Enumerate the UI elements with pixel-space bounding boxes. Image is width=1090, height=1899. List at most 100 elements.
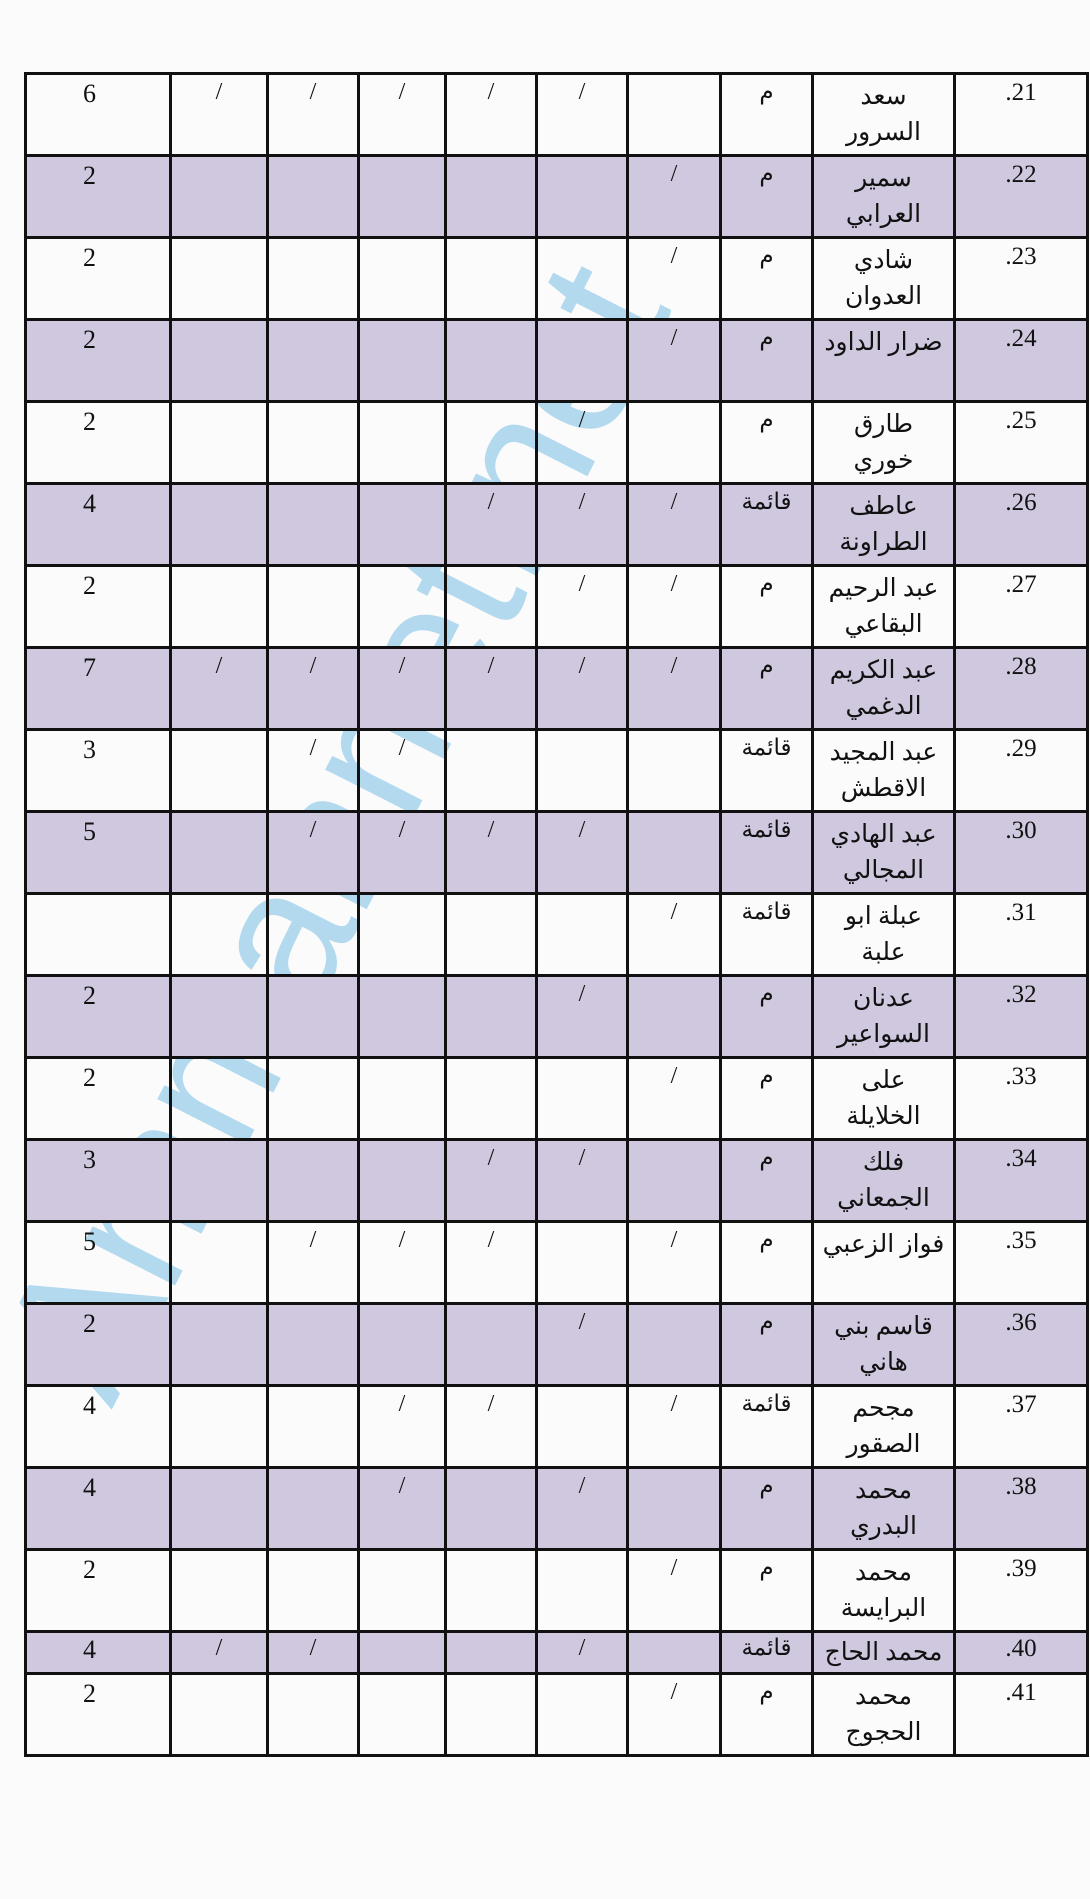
- member-type: م: [719, 1548, 814, 1633]
- check-mark: [357, 564, 447, 649]
- check-mark: /: [535, 72, 629, 157]
- member-name: سعد السرور: [811, 72, 956, 157]
- check-mark: /: [535, 1138, 629, 1223]
- table-row: 26. عاطف الطراونة قائمة / //4: [24, 482, 1089, 567]
- check-mark: [535, 318, 629, 403]
- check-mark: [444, 1466, 538, 1551]
- check-mark: [535, 236, 629, 321]
- member-type: م: [719, 318, 814, 403]
- member-type: م: [719, 1672, 814, 1757]
- check-mark: [535, 1056, 629, 1141]
- table-row: 27. عبد الرحيم البقاعي م //2: [24, 564, 1089, 649]
- check-mark: [535, 1384, 629, 1469]
- check-mark: [266, 1056, 360, 1141]
- check-mark: /: [266, 1220, 360, 1305]
- row-total: 2: [24, 1672, 172, 1757]
- row-number: 37.: [953, 1384, 1089, 1469]
- row-number: 25.: [953, 400, 1089, 485]
- check-mark: [169, 400, 269, 485]
- check-mark: /: [626, 646, 722, 731]
- member-name: مجحم الصقور: [811, 1384, 956, 1469]
- member-type: م: [719, 646, 814, 731]
- check-mark: /: [266, 1630, 360, 1675]
- check-mark: [626, 400, 722, 485]
- check-mark: [266, 1672, 360, 1757]
- check-mark: /: [357, 1384, 447, 1469]
- check-mark: [626, 974, 722, 1059]
- row-number: 26.: [953, 482, 1089, 567]
- row-total: 5: [24, 1220, 172, 1305]
- check-mark: /: [266, 72, 360, 157]
- row-number: 33.: [953, 1056, 1089, 1141]
- check-mark: /: [626, 1672, 722, 1757]
- check-mark: /: [444, 482, 538, 567]
- row-number: 29.: [953, 728, 1089, 813]
- table-row: 37. مجحم الصقور قائمة / //4: [24, 1384, 1089, 1469]
- row-total: 2: [24, 1302, 172, 1387]
- table-row: 30. عبد الهادي المجالي قائمة / / //5: [24, 810, 1089, 895]
- check-mark: [444, 728, 538, 813]
- row-total: 3: [24, 1138, 172, 1223]
- row-total: 2: [24, 564, 172, 649]
- member-name: عبد الكريم الدغمي: [811, 646, 956, 731]
- member-type: قائمة: [719, 892, 814, 977]
- row-total: 5: [24, 810, 172, 895]
- check-mark: /: [626, 154, 722, 239]
- check-mark: [266, 892, 360, 977]
- check-mark: [444, 154, 538, 239]
- check-mark: /: [444, 1138, 538, 1223]
- row-total: 2: [24, 318, 172, 403]
- check-mark: [357, 1302, 447, 1387]
- member-type: قائمة: [719, 810, 814, 895]
- member-type: م: [719, 1138, 814, 1223]
- member-name: قاسم بني هاني: [811, 1302, 956, 1387]
- check-mark: /: [626, 318, 722, 403]
- check-mark: [169, 1056, 269, 1141]
- check-mark: [169, 810, 269, 895]
- member-type: قائمة: [719, 1384, 814, 1469]
- check-mark: [169, 154, 269, 239]
- table-row: 28. عبد الكريم الدغمي م / / / / //7: [24, 646, 1089, 731]
- check-mark: [266, 400, 360, 485]
- member-name: عبد المجيد الاقطش: [811, 728, 956, 813]
- check-mark: /: [169, 1630, 269, 1675]
- check-mark: /: [357, 72, 447, 157]
- check-mark: [535, 1672, 629, 1757]
- check-mark: [169, 1384, 269, 1469]
- member-name: فلك الجمعاني: [811, 1138, 956, 1223]
- row-total: 2: [24, 400, 172, 485]
- check-mark: /: [626, 1056, 722, 1141]
- check-mark: [626, 1302, 722, 1387]
- member-name: ضرار الداود: [811, 318, 956, 403]
- table-row: 29. عبد المجيد الاقطش قائمة // 3: [24, 728, 1089, 813]
- row-number: 31.: [953, 892, 1089, 977]
- check-mark: /: [444, 1220, 538, 1305]
- check-mark: /: [444, 646, 538, 731]
- check-mark: [444, 400, 538, 485]
- check-mark: [169, 1548, 269, 1633]
- table-row: 33. على الخلايلة م/ 2: [24, 1056, 1089, 1141]
- table-row: 24. ضرار الداود م/ 2: [24, 318, 1089, 403]
- check-mark: [444, 236, 538, 321]
- check-mark: /: [266, 728, 360, 813]
- check-mark: /: [626, 1220, 722, 1305]
- check-mark: [169, 564, 269, 649]
- check-mark: [535, 892, 629, 977]
- check-mark: [444, 974, 538, 1059]
- member-type: م: [719, 564, 814, 649]
- member-type: قائمة: [719, 1630, 814, 1675]
- row-number: 39.: [953, 1548, 1089, 1633]
- check-mark: /: [626, 1548, 722, 1633]
- check-mark: /: [535, 482, 629, 567]
- row-total: [24, 892, 172, 977]
- table-row: 40. محمد الحاج قائمة / //4: [24, 1630, 1089, 1675]
- table-row: 32. عدنان السواعير م / 2: [24, 974, 1089, 1059]
- table-row: 36. قاسم بني هاني م / 2: [24, 1302, 1089, 1387]
- row-total: 3: [24, 728, 172, 813]
- check-mark: [357, 400, 447, 485]
- member-type: م: [719, 1056, 814, 1141]
- member-name: شادي العدوان: [811, 236, 956, 321]
- check-mark: /: [535, 810, 629, 895]
- row-number: 30.: [953, 810, 1089, 895]
